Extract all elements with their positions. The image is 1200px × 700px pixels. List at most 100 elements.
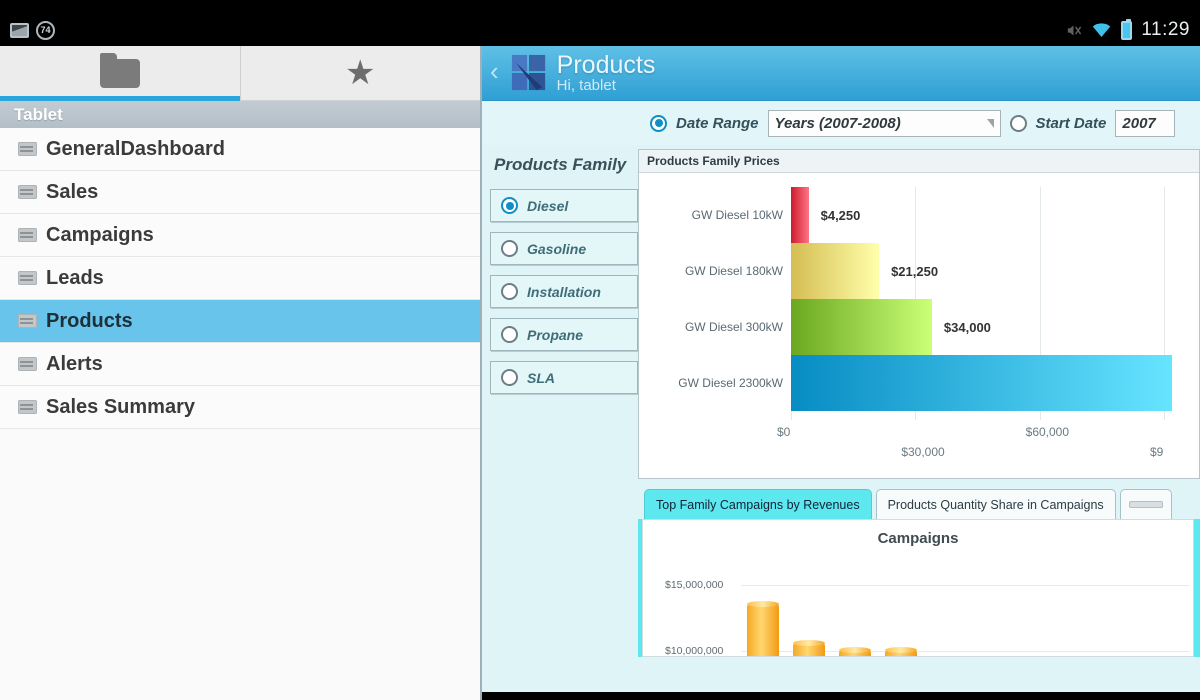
sidebar-item-sales-summary[interactable]: Sales Summary [0, 386, 480, 429]
gridline [741, 651, 1189, 653]
report-icon [18, 357, 37, 371]
sidebar-item-label: Sales Summary [46, 395, 195, 418]
report-icon [18, 142, 37, 156]
gridline [1163, 187, 1165, 420]
report-icon [18, 400, 37, 414]
family-option-label: Installation [527, 283, 601, 300]
chart-tab-body: Campaigns $10,000,000 $15,000,000 [638, 519, 1200, 657]
date-range-label: Date Range [676, 114, 759, 132]
report-icon [18, 228, 37, 242]
tab-products-quantity-share-in-campaigns[interactable]: Products Quantity Share in Campaigns [875, 489, 1116, 519]
bar-row: GW Diesel 180kW $21,250 [639, 243, 1199, 299]
date-range-select[interactable]: Years (2007-2008) [767, 109, 1001, 137]
family-option-label: Diesel [527, 197, 569, 214]
bar-value-label: $34,000 [943, 319, 991, 335]
radio-icon [501, 369, 518, 386]
start-date-radio[interactable] [1009, 114, 1027, 132]
content-area: Products Family Diesel Gasoline Installa… [482, 145, 1200, 700]
screenshot-icon [10, 22, 29, 38]
sidebar-item-label: Leads [46, 266, 104, 289]
left-panel: ★ Tablet GeneralDashboard Sales Campaign… [0, 46, 482, 700]
tab-top-family-campaigns-by-revenues[interactable]: Top Family Campaigns by Revenues [644, 489, 872, 519]
bar-category-label: GW Diesel 180kW [684, 264, 783, 278]
bar [791, 187, 809, 243]
gridline [1039, 187, 1041, 420]
star-icon: ★ [345, 54, 376, 92]
battery-icon [1121, 18, 1133, 40]
sidebar-item-sales[interactable]: Sales [0, 171, 480, 214]
card-title: Products Family Prices [639, 150, 1199, 173]
bar [885, 647, 917, 656]
favorites-tab[interactable]: ★ [239, 46, 481, 100]
family-option-diesel[interactable]: Diesel [490, 189, 638, 222]
family-option-propane[interactable]: Propane [490, 318, 638, 351]
bottom-crop-strip [482, 692, 1200, 700]
sidebar-item-alerts[interactable]: Alerts [0, 343, 480, 386]
products-family-panel: Products Family Diesel Gasoline Installa… [482, 145, 638, 700]
x-axis-tick-label: $60,000 [1025, 425, 1070, 439]
status-right-icons: 11:29 [1065, 18, 1190, 41]
sidebar-item-label: Sales [46, 180, 99, 203]
radio-icon [501, 240, 518, 257]
mute-icon [1068, 25, 1082, 35]
status-left-icons: 74 [10, 20, 55, 40]
x-axis-tick-label: $30,000 [901, 445, 945, 459]
campaigns-chart-title: Campaigns [877, 530, 959, 547]
tab-placeholder-icon [1128, 501, 1163, 508]
sidebar-item-label: Campaigns [46, 223, 154, 246]
family-option-installation[interactable]: Installation [490, 275, 638, 308]
sidebar-item-leads[interactable]: Leads [0, 257, 480, 300]
greeting-text: Hi, tablet [556, 77, 616, 95]
app-header-text: Products Hi, tablet [557, 52, 656, 94]
x-axis-tick-label: $9 [1149, 445, 1164, 459]
tab-overflow[interactable] [1119, 489, 1172, 519]
folder-tab[interactable] [0, 46, 240, 101]
bar-value-label: $4,250 [820, 207, 861, 223]
sidebar-item-label: Products [46, 309, 133, 332]
sidebar-item-generaldashboard[interactable]: GeneralDashboard [0, 128, 480, 171]
sidebar-nav-list: GeneralDashboard Sales Campaigns Leads P… [0, 128, 480, 429]
campaigns-chart: Campaigns $10,000,000 $15,000,000 [642, 519, 1194, 657]
radio-icon [501, 283, 518, 300]
report-icon [18, 314, 37, 328]
radio-icon [501, 197, 518, 214]
start-date-input[interactable]: 2007 [1115, 109, 1176, 137]
page-title: Products [556, 51, 656, 79]
sidebar-item-campaigns[interactable]: Campaigns [0, 214, 480, 257]
family-option-label: Propane [527, 326, 584, 343]
report-icon [18, 185, 37, 199]
app-header: ‹ Products Hi, tablet [482, 46, 1200, 101]
filter-bar: Date Range Years (2007-2008) Start Date … [482, 101, 1200, 145]
products-family-prices-chart: $0 $30,000 $60,000 $9 GW Diesel 10kW $4,250 GW… [639, 173, 1199, 478]
notification-count-badge: 74 [36, 20, 55, 40]
right-panel: ‹ Products Hi, tablet Date Range Years (… [482, 46, 1200, 700]
sidebar-item-products[interactable]: Products [0, 300, 480, 343]
charts-column: Products Family Prices $0 $30,000 $60,000 $… [638, 145, 1200, 700]
bar-value-label: $21,250 [891, 263, 939, 279]
android-status-bar: 74 11:29 [0, 14, 1200, 46]
bar-category-label: GW Diesel 2300kW [678, 376, 783, 390]
family-option-sla[interactable]: SLA [490, 361, 638, 394]
back-chevron-icon[interactable]: ‹ [490, 56, 499, 86]
bar [747, 601, 779, 656]
bar-category-label: GW Diesel 300kW [684, 320, 783, 334]
bar [791, 299, 932, 355]
bar [839, 647, 871, 656]
sidebar-item-label: GeneralDashboard [46, 137, 225, 160]
report-icon [18, 271, 37, 285]
left-tab-bar: ★ [0, 46, 480, 101]
date-range-radio[interactable] [650, 114, 667, 132]
x-axis-tick-label: $0 [777, 425, 791, 439]
sidebar-header: Tablet [0, 101, 480, 128]
chevron-down-icon [986, 118, 994, 128]
bar-row: GW Diesel 2300kW [639, 355, 1199, 411]
bar [791, 243, 880, 299]
bar [791, 355, 1173, 411]
family-option-gasoline[interactable]: Gasoline [490, 232, 638, 265]
wifi-icon [1093, 23, 1111, 37]
app-logo-icon [511, 54, 545, 91]
y-axis-tick-label: $15,000,000 [665, 579, 724, 592]
gridline [741, 585, 1189, 587]
family-option-label: SLA [527, 369, 555, 386]
